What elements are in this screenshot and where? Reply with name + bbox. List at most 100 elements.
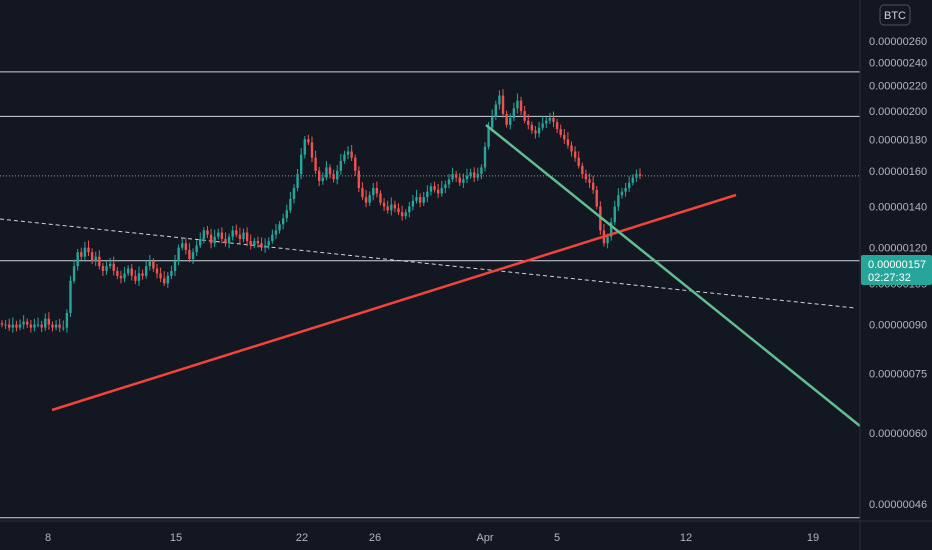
candle-body <box>310 142 314 158</box>
y-tick-label: 0.00000200 <box>869 106 927 118</box>
candle-body <box>382 202 386 207</box>
candle-body <box>26 321 29 325</box>
candle-body <box>386 206 389 211</box>
candle-body <box>274 230 278 235</box>
candle-body <box>379 193 382 203</box>
candle-body <box>451 174 454 180</box>
candle-body <box>245 232 249 242</box>
candle-body <box>624 188 627 192</box>
candle-body <box>429 186 433 192</box>
candle-body <box>249 241 252 246</box>
candle-body <box>566 139 570 146</box>
candle-body <box>116 270 119 276</box>
candle-body <box>613 206 616 223</box>
candle-body <box>65 312 69 328</box>
candle-body <box>130 268 133 276</box>
candle-body <box>195 245 198 253</box>
candle-body <box>516 100 519 109</box>
candle-body <box>299 154 303 175</box>
candle-body <box>29 324 33 328</box>
candle-body <box>328 167 332 175</box>
candle-body <box>465 175 469 180</box>
candle-body <box>11 324 15 328</box>
candle-body <box>271 234 274 242</box>
candle-body <box>454 174 458 178</box>
dashed-trendline[interactable] <box>0 218 856 309</box>
candle-body <box>72 266 76 281</box>
candle-body <box>231 230 234 237</box>
currency-badge[interactable] <box>879 4 911 26</box>
candle-body <box>123 273 126 279</box>
x-tick-label: 8 <box>45 532 51 544</box>
candle-body <box>627 182 631 189</box>
candle-body <box>415 197 418 201</box>
candle-body <box>227 236 231 244</box>
candle-body <box>134 275 137 281</box>
candle-body <box>112 263 115 271</box>
candle-body <box>119 275 123 279</box>
y-tick-label: 0.00000240 <box>869 57 927 69</box>
candle-body <box>325 167 328 178</box>
candle-body <box>101 266 105 271</box>
candle-body <box>447 179 451 185</box>
resistance-trendline[interactable] <box>485 124 861 427</box>
candle-body <box>51 324 54 328</box>
candle-body <box>199 238 202 246</box>
candle-body <box>105 266 108 271</box>
candle-body <box>213 236 216 244</box>
candle-body <box>584 174 588 180</box>
candle-body <box>260 243 263 248</box>
candle-body <box>472 172 476 178</box>
candle-body <box>281 218 285 225</box>
candle-body <box>498 95 501 105</box>
candle-body <box>483 146 487 168</box>
candle-body <box>361 188 364 198</box>
candle-body <box>303 139 306 155</box>
y-tick-label: 0.00000260 <box>869 36 927 48</box>
candle-body <box>426 191 429 198</box>
candle-body <box>47 318 51 325</box>
candle-body <box>476 174 479 178</box>
y-tick-label: 0.00000180 <box>869 134 927 146</box>
support-trendline[interactable] <box>51 193 737 412</box>
candle-body <box>80 252 83 257</box>
candle-body <box>491 116 494 128</box>
candle-body <box>181 243 184 248</box>
y-tick-label: 0.00000046 <box>869 499 927 511</box>
candle-body <box>62 327 65 329</box>
candle-body <box>339 160 343 171</box>
y-tick-label: 0.00000120 <box>869 243 927 255</box>
x-tick-label: 19 <box>807 532 819 544</box>
y-tick-label: 0.00000060 <box>869 428 927 440</box>
candle-body <box>559 129 562 135</box>
candle-body <box>184 243 188 250</box>
candle-body <box>83 247 87 257</box>
candle-body <box>307 139 310 143</box>
candle-body <box>8 324 11 328</box>
candle-body <box>541 123 544 128</box>
candle-body <box>400 212 404 217</box>
candle-body <box>206 230 209 235</box>
candle-body <box>555 122 559 130</box>
candle-body <box>209 234 213 244</box>
candle-body <box>462 179 465 183</box>
candle-body <box>411 200 415 207</box>
candle-body <box>343 154 346 161</box>
candle-body <box>90 252 94 262</box>
candle-body <box>631 177 634 183</box>
candle-body <box>170 270 173 276</box>
candle-body <box>87 247 90 253</box>
candle-body <box>289 198 292 211</box>
candle-body <box>202 230 206 239</box>
candle-body <box>141 273 144 276</box>
candle-body <box>418 197 422 203</box>
candle-body <box>469 172 472 176</box>
candle-body <box>296 174 299 189</box>
candle-body <box>530 124 534 131</box>
candle-body <box>591 182 595 190</box>
candle-body <box>18 324 22 328</box>
candle-body <box>220 232 224 239</box>
candle-body <box>480 167 483 175</box>
